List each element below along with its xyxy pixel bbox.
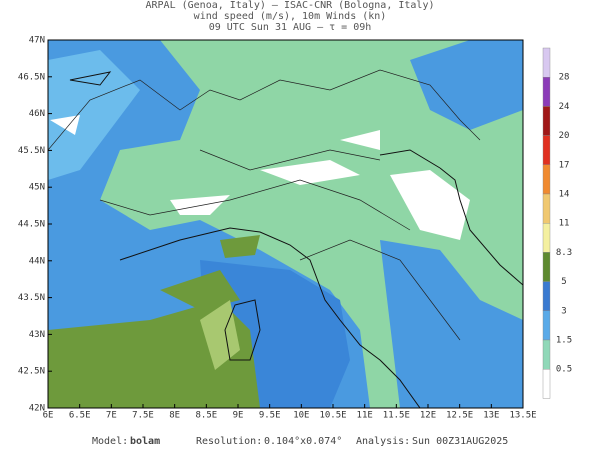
lat-label: 44.5N [18,220,45,230]
lat-label: 47N [29,36,45,46]
lon-label: 7E [106,411,117,421]
footer-label: Model: [92,436,128,447]
colorbar-label: 20 [559,131,570,141]
colorbar-label: 8.3 [556,248,572,258]
lat-label: 43.5N [18,293,45,303]
lat-label: 42.5N [18,367,45,377]
colorbar-segment [542,222,551,253]
colorbar-label: 28 [559,73,570,83]
colorbar: 28 24 20 17 14 11 8.3 5 3 1.5 0.5 [542,47,572,399]
header-line: ARPAL (Genoa, Italy) – ISAC-CNR (Bologna… [146,0,435,11]
colorbar-label: 0.5 [556,365,572,375]
colorbar-label: 1.5 [556,336,572,346]
map [47,39,524,409]
lon-label: 11.5E [383,411,410,421]
lon-label: 13.5E [509,411,536,421]
colorbar-segment [542,252,551,282]
lon-label: 8.5E [195,411,217,421]
lon-label: 12.5E [446,411,473,421]
colorbar-segment [542,369,551,399]
lat-label: 43N [29,330,45,340]
colorbar-segment [542,135,551,166]
colorbar-label: 24 [559,102,570,112]
lat-label: 45.5N [18,146,45,156]
colorbar-label: 14 [559,190,570,200]
lon-label: 6E [43,411,54,421]
lon-label: 10E [293,411,309,421]
lon-label: 12E [420,411,436,421]
colorbar-label: 17 [559,160,570,170]
colorbar-segment [542,47,551,78]
footer-value: 0.104°x0.074° [264,436,342,447]
colorbar-segment [542,281,551,312]
lat-label: 45N [29,183,45,193]
lon-label: 13E [483,411,499,421]
lon-label: 8E [169,411,180,421]
lat-label: 46.5N [18,72,45,82]
colorbar-segment [542,193,551,224]
colorbar-label: 3 [561,306,566,316]
lat-label: 42N [29,404,45,414]
footer-value: bolam [130,436,160,447]
lon-label: 11E [357,411,373,421]
lat-label: 44N [29,256,45,266]
header-line: wind speed (m/s), 10m Winds (kn) [194,11,387,22]
colorbar-segment [542,339,551,370]
footer-label: Analysis: [356,436,410,447]
lon-label: 9E [233,411,244,421]
colorbar-label: 11 [559,219,570,229]
footer-value: Sun 00Z31AUG2025 [412,436,508,447]
lon-label: 9.5E [259,411,281,421]
colorbar-segment [542,106,551,136]
lon-label: 7.5E [132,411,154,421]
lon-label: 10.5E [319,411,346,421]
lat-label: 46N [29,109,45,119]
colorbar-segment [542,76,551,107]
lon-label: 6.5E [69,411,91,421]
footer-label: Resolution: [196,436,262,447]
colorbar-segment [542,310,551,341]
colorbar-label: 5 [561,277,566,287]
header-line: 09 UTC Sun 31 AUG – τ = 09h [209,22,372,33]
colorbar-segment [542,164,551,195]
